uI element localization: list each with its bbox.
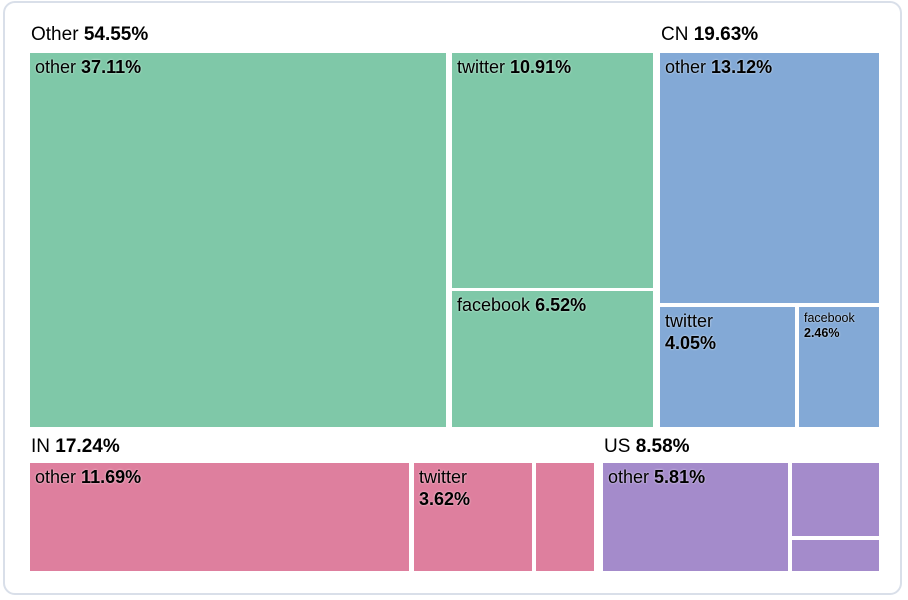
group-name: US xyxy=(604,436,631,457)
treemap-cell-us-group-other[interactable]: other 5.81% xyxy=(603,463,788,571)
treemap-cell-in-group-unlabeled-3[interactable] xyxy=(536,463,594,571)
cell-name: facebook xyxy=(804,311,855,325)
cell-percent: 5.81% xyxy=(654,467,706,487)
cell-name: other xyxy=(35,467,77,487)
treemap-group-label-us-group: US 8.58% xyxy=(604,436,690,458)
treemap-group-label-other-group: Other 54.55% xyxy=(31,24,148,46)
cell-name: twitter xyxy=(665,311,714,331)
cell-label: other 37.11% xyxy=(30,53,446,78)
cell-label: twitter 10.91% xyxy=(452,53,653,78)
cell-name: twitter xyxy=(419,467,468,487)
treemap-cell-in-group-twitter[interactable]: twitter 3.62% xyxy=(414,463,532,571)
group-percent: 54.55% xyxy=(83,24,149,45)
cell-percent: 13.12% xyxy=(711,57,773,77)
cell-percent: 37.11% xyxy=(81,57,142,77)
cell-name: twitter xyxy=(457,57,506,77)
cell-label: twitter 4.05% xyxy=(660,307,795,354)
group-name: Other xyxy=(31,24,79,45)
treemap-cell-cn-group-other[interactable]: other 13.12% xyxy=(660,53,879,303)
treemap-cell-cn-group-facebook[interactable]: facebook 2.46% xyxy=(799,307,879,427)
treemap-cell-us-group-unlabeled-3[interactable] xyxy=(792,540,879,571)
treemap-cell-other-group-twitter[interactable]: twitter 10.91% xyxy=(452,53,653,288)
cell-label: facebook 2.46% xyxy=(799,307,879,341)
cell-label: facebook 6.52% xyxy=(452,291,653,316)
group-percent: 19.63% xyxy=(693,24,759,45)
cell-name: facebook xyxy=(457,295,531,315)
cell-name: other xyxy=(608,467,650,487)
group-percent: 8.58% xyxy=(635,436,690,457)
treemap-group-label-in-group: IN 17.24% xyxy=(31,436,120,458)
cell-percent: 6.52% xyxy=(535,295,587,315)
cell-percent: 3.62% xyxy=(419,489,471,509)
cell-label: other 5.81% xyxy=(603,463,788,488)
group-percent: 17.24% xyxy=(55,436,120,457)
cell-name: other xyxy=(665,57,707,77)
treemap-cell-us-group-unlabeled-2[interactable] xyxy=(792,463,879,536)
cell-label: other 11.69% xyxy=(30,463,409,488)
cell-label: twitter 3.62% xyxy=(414,463,532,510)
cell-name: other xyxy=(35,57,77,77)
cell-percent: 4.05% xyxy=(665,333,717,353)
treemap-group-label-cn-group: CN 19.63% xyxy=(661,24,758,46)
group-name: IN xyxy=(31,436,50,457)
treemap-cell-other-group-other[interactable]: other 37.11% xyxy=(30,53,446,427)
cell-percent: 2.46% xyxy=(804,326,840,340)
treemap-cell-other-group-facebook[interactable]: facebook 6.52% xyxy=(452,291,653,427)
cell-percent: 10.91% xyxy=(510,57,572,77)
treemap-cell-cn-group-twitter[interactable]: twitter 4.05% xyxy=(660,307,795,427)
cell-percent: 11.69% xyxy=(81,467,142,487)
group-name: CN xyxy=(661,24,689,45)
treemap-cell-in-group-other[interactable]: other 11.69% xyxy=(30,463,409,571)
cell-label: other 13.12% xyxy=(660,53,879,78)
